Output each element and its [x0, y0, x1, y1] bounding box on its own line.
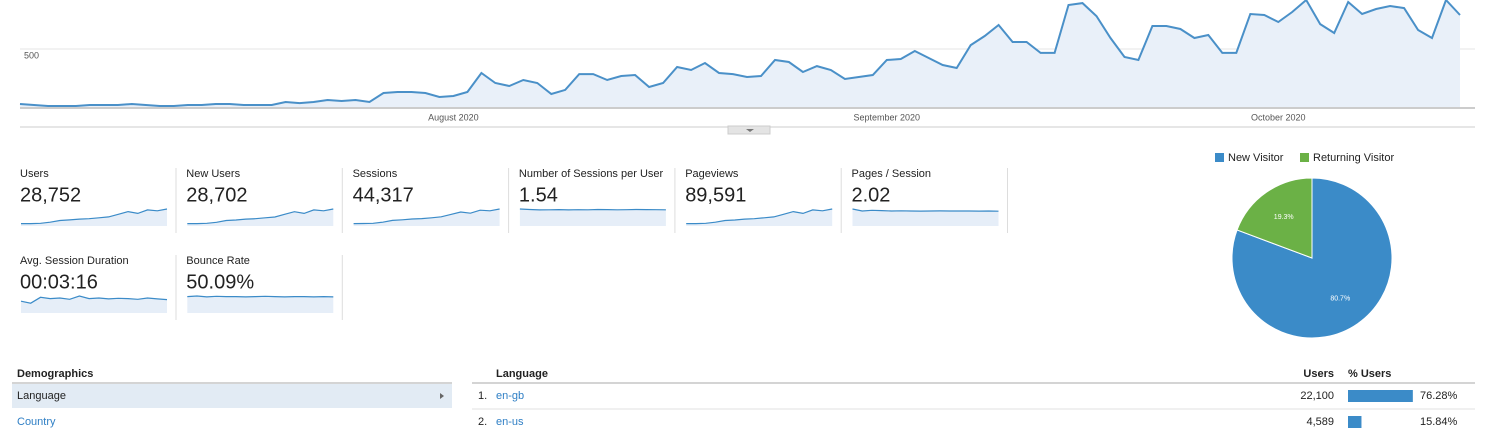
slice-label: 19.3%: [1274, 214, 1294, 221]
metric-value: 2.02: [852, 184, 891, 206]
sparkline: [187, 295, 334, 298]
metric-label: New Users: [186, 168, 240, 180]
menu-item[interactable]: Country: [17, 416, 56, 428]
column-header: Language: [496, 368, 548, 380]
line: [19, 0, 1461, 107]
metric-value: 28,752: [20, 184, 81, 206]
metric-value: 50.09%: [186, 271, 254, 293]
sparkline-area: [852, 209, 999, 226]
legend-label: Returning Visitor: [1313, 152, 1394, 164]
metric-value: 00:03:16: [20, 271, 98, 293]
row-index: 1.: [478, 390, 487, 402]
row-index: 2.: [478, 416, 487, 428]
percent-label: 76.28%: [1420, 390, 1458, 402]
metric-value: 1.54: [519, 184, 558, 206]
sparkline: [519, 208, 666, 211]
column-header: % Users: [1348, 368, 1391, 380]
users-count: 4,589: [1306, 416, 1334, 428]
legend-swatch: [1300, 153, 1309, 162]
percent-label: 15.84%: [1420, 416, 1458, 428]
legend-swatch: [1215, 153, 1224, 162]
sparkline-area: [519, 209, 666, 226]
sparkline-area: [686, 209, 833, 226]
x-tick-label: August 2020: [428, 112, 479, 122]
menu-item[interactable]: Language: [17, 390, 66, 402]
language-link[interactable]: en-us: [496, 416, 524, 428]
collapse-arrow: [746, 129, 754, 132]
column-header: Users: [1303, 368, 1334, 380]
metric-label: Users: [20, 168, 49, 180]
x-tick-label: October 2020: [1251, 112, 1306, 122]
metric-value: 28,702: [186, 184, 247, 206]
slice-label: 80.7%: [1330, 296, 1350, 303]
area: [20, 0, 1460, 107]
sparkline: [21, 208, 168, 225]
sparkline-area: [21, 296, 167, 313]
sparkline-area: [353, 209, 500, 226]
sparkline: [353, 208, 500, 225]
metric-label: Number of Sessions per User: [519, 168, 664, 180]
metric-label: Pageviews: [685, 168, 739, 180]
x-tick-label: September 2020: [854, 112, 921, 122]
pie-slice: [1236, 177, 1313, 259]
row-arrow: [440, 393, 444, 399]
panel-title: Demographics: [17, 368, 93, 380]
metric-label: Pages / Session: [852, 168, 932, 180]
legend-label: New Visitor: [1228, 152, 1284, 164]
metric-value: 44,317: [353, 184, 414, 206]
language-link[interactable]: en-gb: [496, 390, 524, 402]
sparkline: [187, 208, 334, 225]
sparkline-area: [187, 209, 334, 226]
sparkline: [686, 208, 833, 225]
metric-label: Bounce Rate: [186, 255, 250, 267]
selected-row[interactable]: [12, 384, 452, 408]
metric-label: Avg. Session Duration: [20, 255, 129, 267]
percent-bar: [1348, 390, 1413, 402]
metric-value: 89,591: [685, 184, 746, 206]
percent-bar: [1348, 416, 1362, 428]
sparkline-area: [187, 296, 334, 313]
metric-label: Sessions: [353, 168, 398, 180]
sparkline-area: [21, 209, 167, 226]
sparkline: [852, 208, 999, 212]
y-tick-label: 500: [24, 50, 39, 60]
sparkline: [20, 295, 168, 304]
users-count: 22,100: [1300, 390, 1334, 402]
